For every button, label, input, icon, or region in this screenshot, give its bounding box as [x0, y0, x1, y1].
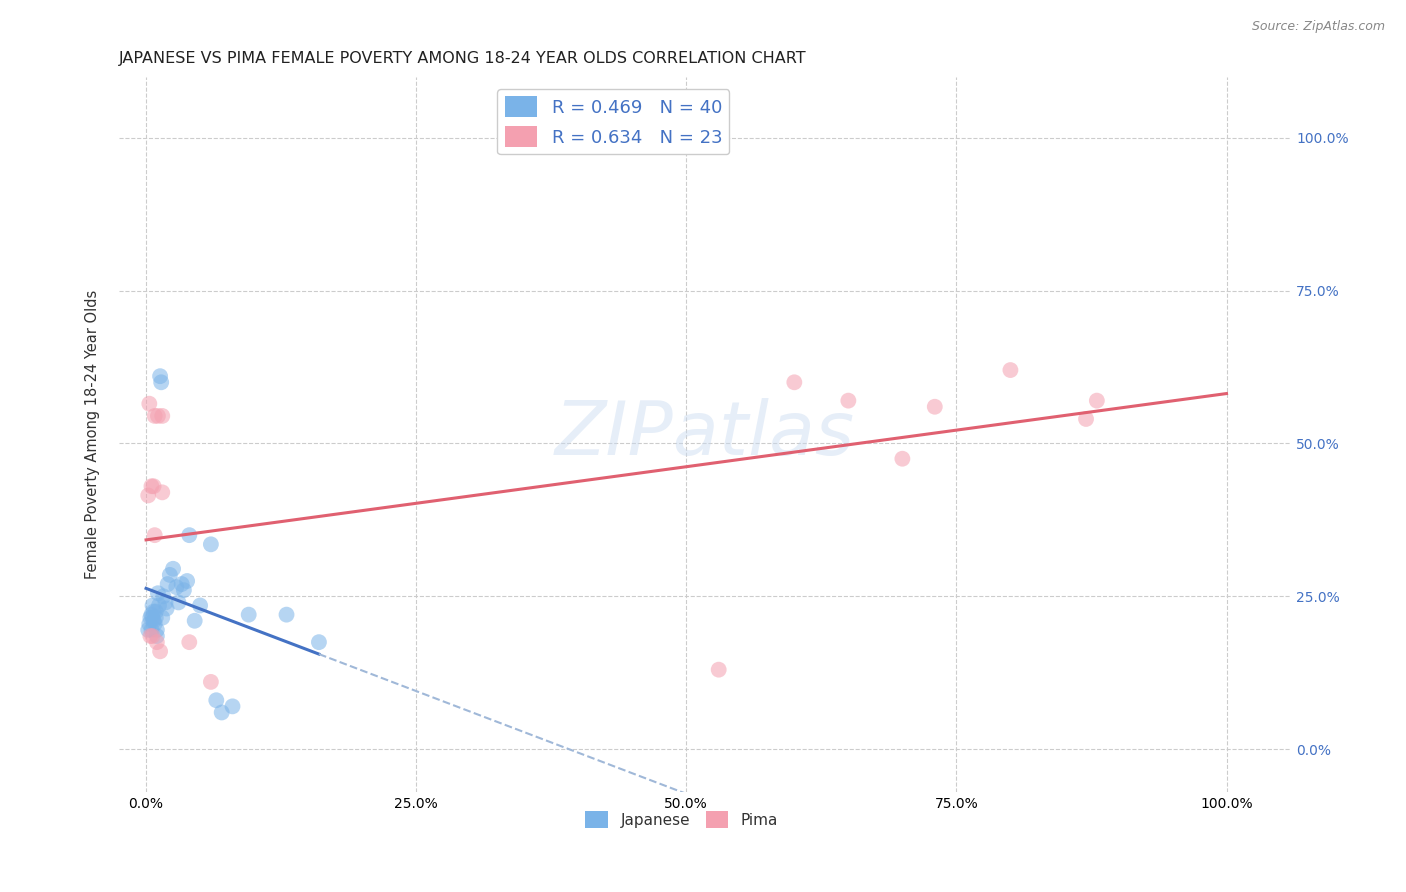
- Text: JAPANESE VS PIMA FEMALE POVERTY AMONG 18-24 YEAR OLDS CORRELATION CHART: JAPANESE VS PIMA FEMALE POVERTY AMONG 18…: [120, 51, 807, 66]
- Point: [143, 528, 166, 542]
- Point: [200, 674, 222, 689]
- Y-axis label: Female Poverty Among 18-24 Year Olds: Female Poverty Among 18-24 Year Olds: [86, 290, 100, 579]
- Point: [138, 616, 160, 631]
- Point: [179, 635, 201, 649]
- Point: [139, 629, 162, 643]
- Point: [141, 629, 163, 643]
- Point: [211, 706, 233, 720]
- Point: [150, 485, 173, 500]
- Point: [142, 605, 165, 619]
- Point: [179, 528, 201, 542]
- Point: [276, 607, 298, 622]
- Point: [141, 623, 163, 637]
- Point: [1085, 393, 1108, 408]
- Legend: Japanese, Pima: Japanese, Pima: [579, 805, 785, 834]
- Text: ZIPatlas: ZIPatlas: [555, 398, 855, 470]
- Point: [136, 623, 159, 637]
- Point: [159, 568, 181, 582]
- Point: [149, 369, 172, 384]
- Point: [141, 610, 163, 624]
- Point: [891, 451, 914, 466]
- Point: [188, 599, 211, 613]
- Point: [783, 376, 806, 390]
- Point: [139, 610, 162, 624]
- Point: [143, 409, 166, 423]
- Point: [136, 488, 159, 502]
- Point: [707, 663, 730, 677]
- Point: [138, 397, 160, 411]
- Point: [146, 623, 169, 637]
- Point: [146, 409, 169, 423]
- Point: [205, 693, 228, 707]
- Point: [165, 580, 187, 594]
- Point: [146, 629, 169, 643]
- Point: [145, 610, 167, 624]
- Point: [150, 610, 173, 624]
- Point: [141, 607, 163, 622]
- Point: [170, 577, 193, 591]
- Point: [238, 607, 260, 622]
- Point: [146, 586, 169, 600]
- Point: [155, 601, 177, 615]
- Point: [141, 479, 163, 493]
- Point: [146, 635, 169, 649]
- Point: [156, 577, 179, 591]
- Point: [1000, 363, 1022, 377]
- Point: [924, 400, 946, 414]
- Point: [148, 599, 170, 613]
- Point: [149, 644, 172, 658]
- Text: Source: ZipAtlas.com: Source: ZipAtlas.com: [1251, 20, 1385, 33]
- Point: [150, 376, 173, 390]
- Point: [155, 595, 177, 609]
- Point: [142, 614, 165, 628]
- Point: [162, 562, 184, 576]
- Point: [150, 409, 173, 423]
- Point: [837, 393, 859, 408]
- Point: [1074, 412, 1097, 426]
- Point: [141, 599, 163, 613]
- Point: [143, 616, 166, 631]
- Point: [183, 614, 205, 628]
- Point: [142, 479, 165, 493]
- Point: [308, 635, 330, 649]
- Point: [173, 583, 195, 598]
- Point: [200, 537, 222, 551]
- Point: [145, 605, 167, 619]
- Point: [167, 595, 190, 609]
- Point: [221, 699, 243, 714]
- Point: [176, 574, 198, 588]
- Point: [152, 589, 174, 603]
